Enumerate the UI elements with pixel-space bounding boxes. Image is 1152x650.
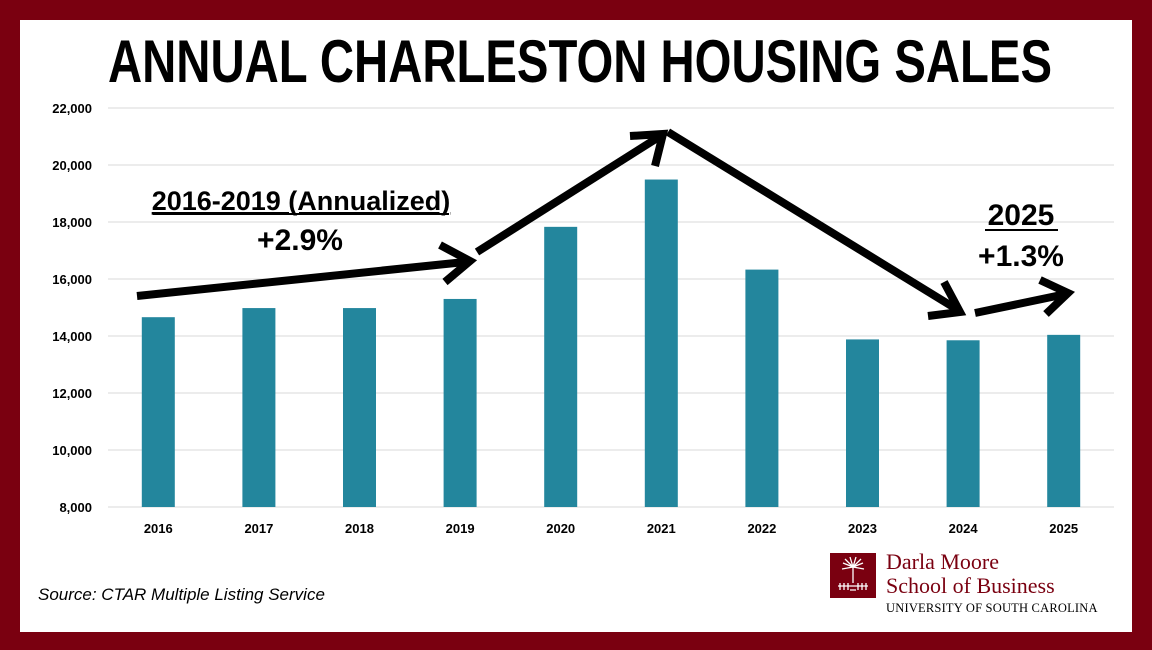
arrowhead xyxy=(927,280,967,320)
logo-line1: Darla Moore xyxy=(886,549,1000,574)
x-tick-label: 2016 xyxy=(144,521,173,536)
x-tick-label: 2025 xyxy=(1049,521,1078,536)
x-tick-label: 2020 xyxy=(546,521,575,536)
arrowhead xyxy=(629,129,669,167)
y-tick-label: 10,000 xyxy=(52,443,92,458)
bar-2025 xyxy=(1047,334,1081,507)
annotation-period-change: +2.9% xyxy=(257,224,343,257)
palmetto-tree-icon xyxy=(830,553,876,598)
y-tick-label: 14,000 xyxy=(52,329,92,344)
arrowhead xyxy=(1038,276,1076,317)
trend-arrow-2021-2024 xyxy=(665,128,961,314)
logo-line3: UNIVERSITY OF SOUTH CAROLINA xyxy=(886,601,1098,615)
x-tick-label: 2017 xyxy=(244,521,273,536)
bar-2021 xyxy=(644,179,678,507)
x-tick-label: 2018 xyxy=(345,521,374,536)
y-tick-label: 16,000 xyxy=(52,272,92,287)
x-tick-label: 2022 xyxy=(747,521,776,536)
bar-2023 xyxy=(846,339,879,507)
trend-arrow-2025 xyxy=(974,290,1067,317)
source-note: Source: CTAR Multiple Listing Service xyxy=(38,585,325,604)
annotation-year-change: +1.3% xyxy=(978,240,1064,273)
x-tick-label: 2024 xyxy=(949,521,979,536)
y-tick-label: 8,000 xyxy=(59,500,92,515)
x-tick-label: 2019 xyxy=(446,521,475,536)
bar-2019 xyxy=(443,298,477,507)
annotation-period-label: 2016-2019 (Annualized) xyxy=(152,186,451,216)
trend-arrows xyxy=(136,128,1076,320)
y-tick-label: 18,000 xyxy=(52,215,92,230)
bar-2018 xyxy=(343,308,376,507)
logo-line2: School of Business xyxy=(886,573,1055,598)
bar-2017 xyxy=(242,308,276,507)
y-tick-label: 12,000 xyxy=(52,386,92,401)
chart-title: ANNUAL CHARLESTON HOUSING SALES xyxy=(108,28,1052,95)
annotation-year-label: 2025 xyxy=(988,199,1055,232)
arrowhead xyxy=(438,241,478,286)
x-tick-label: 2021 xyxy=(647,521,676,536)
trend-arrow-2016-2019 xyxy=(136,258,466,300)
darla-moore-logo: Darla Moore School of Business UNIVERSIT… xyxy=(830,549,1120,623)
bar-2024 xyxy=(946,340,980,507)
trend-arrow-2019-2021 xyxy=(474,131,665,256)
y-tick-label: 20,000 xyxy=(52,158,92,173)
bar-2016 xyxy=(141,317,175,507)
x-tick-label: 2023 xyxy=(848,521,877,536)
bar-2022 xyxy=(745,269,779,507)
y-tick-label: 22,000 xyxy=(52,101,92,116)
bar-2020 xyxy=(544,226,578,507)
